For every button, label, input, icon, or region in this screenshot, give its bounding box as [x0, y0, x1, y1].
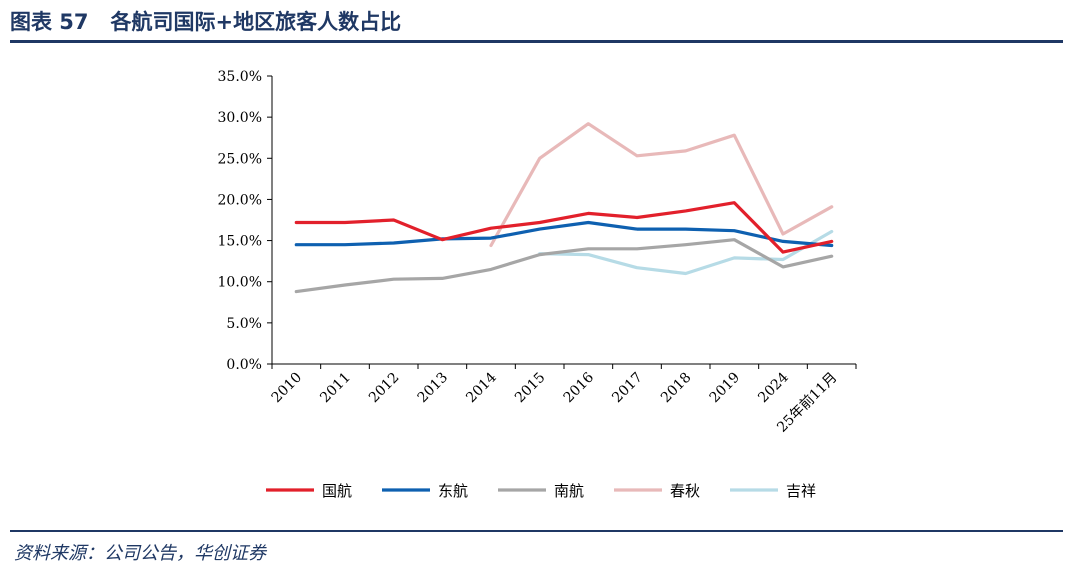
figure-header: 图表 57 各航司国际+地区旅客人数占比	[10, 6, 401, 36]
x-tick-label: 2010	[269, 370, 306, 407]
series-layer	[294, 122, 834, 294]
figure-label: 图表 57	[10, 10, 89, 34]
chart-legend: 国航 东航 南航 春秋 吉祥	[266, 482, 816, 500]
y-tick-label: 10.0%	[218, 275, 262, 291]
top-divider	[10, 40, 1063, 43]
chart-title: 各航司国际+地区旅客人数占比	[110, 10, 402, 34]
y-tick-label: 0.0%	[226, 357, 262, 373]
y-tick-label: 20.0%	[218, 192, 262, 208]
legend-label: 春秋	[670, 482, 700, 500]
figure-title: 图表 57 各航司国际+地区旅客人数占比	[10, 10, 401, 34]
source-note: 资料来源：公司公告，华创证券	[14, 543, 266, 564]
series-line-5	[538, 229, 834, 276]
x-tick-label: 2016	[561, 369, 598, 406]
legend-label: 吉祥	[786, 482, 816, 500]
legend-label: 东航	[438, 482, 468, 500]
y-tick-label: 35.0%	[218, 69, 262, 85]
x-tick-label: 2019	[707, 370, 744, 407]
legend-label: 南航	[554, 482, 584, 500]
series-line-1	[294, 201, 834, 254]
x-tick-label: 2014	[463, 369, 500, 406]
line-chart: 0.0% 5.0% 10.0% 15.0% 20.0% 25.0% 30.0% 35.0% 20…	[218, 69, 857, 500]
series-line-2	[294, 220, 834, 248]
x-tick-label: 2024	[755, 369, 792, 406]
series-line-3	[294, 238, 834, 294]
y-tick-label: 30.0%	[218, 110, 262, 126]
legend-label: 国航	[322, 482, 352, 500]
bottom-divider	[10, 530, 1063, 532]
x-tick-label: 2017	[609, 370, 646, 407]
series-line-4	[489, 122, 834, 248]
y-tick-label: 5.0%	[226, 316, 262, 332]
x-tick-label: 2018	[658, 370, 695, 407]
x-tick-label: 2015	[512, 370, 549, 407]
x-tick-label: 2012	[366, 370, 403, 407]
x-tick-label: 2011	[317, 370, 354, 407]
x-tick-label: 2013	[415, 370, 452, 407]
y-tick-label: 15.0%	[218, 234, 262, 250]
y-tick-label: 25.0%	[218, 151, 262, 167]
